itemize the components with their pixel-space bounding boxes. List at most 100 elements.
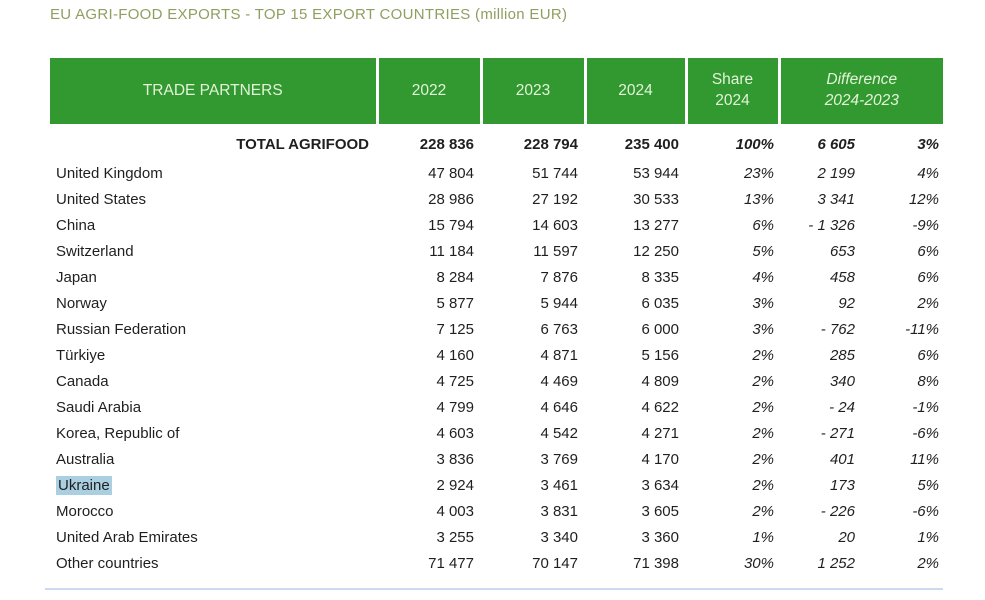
table-row: United Arab Emirates 3 255 3 340 3 360 1… [50,524,943,550]
diff-pct-cell: 6% [917,346,939,364]
value-2024-cell: 13 277 [633,216,679,234]
value-2023-cell: 3 831 [540,502,578,520]
diff-cell: 458 [829,268,855,286]
share-cell: 2% [752,476,774,494]
partner-cell: Morocco [56,502,114,520]
diff-cell: 401 [829,450,855,468]
value-2023-cell: 51 744 [532,164,578,182]
value-2024-cell: 4 170 [641,450,679,468]
share-cell: 3% [752,294,774,312]
diff-cell: 653 [829,242,855,260]
share-cell: 2% [752,346,774,364]
value-2022-cell: 71 477 [428,554,474,572]
diff-pct-cell: 8% [917,372,939,390]
partner-cell: Saudi Arabia [56,398,142,416]
value-2022-cell: 15 794 [428,216,474,234]
table-row: United States 28 986 27 192 30 533 13% 3… [50,186,943,212]
value-2022-cell: 3 836 [436,450,474,468]
diff-cell: - 226 [820,502,855,520]
table-row: Other countries 71 477 70 147 71 398 30%… [50,550,943,576]
diff-pct-cell: 1% [917,528,939,546]
share-cell: 2% [752,398,774,416]
table-row: Switzerland 11 184 11 597 12 250 5% 653 … [50,238,943,264]
diff-pct-cell: -6% [912,502,939,520]
value-2023-cell: 70 147 [532,554,578,572]
diff-cell: 20 [838,528,855,546]
value-2022-cell: 4 725 [436,372,474,390]
value-2023-cell: 3 769 [540,450,578,468]
diff-cell: 92 [838,294,855,312]
share-cell: 1% [752,528,774,546]
partner-cell: China [56,216,96,234]
share-cell: 5% [752,242,774,260]
value-2024-cell: 3 360 [641,528,679,546]
diff-cell: - 762 [820,320,855,338]
value-2023-cell: 7 876 [540,268,578,286]
partner-cell: Korea, Republic of [56,424,180,442]
value-2022-cell: 4 603 [436,424,474,442]
share-cell: 2% [752,424,774,442]
share-cell: 3% [752,320,774,338]
diff-pct-cell: 3% [917,135,939,153]
diff-pct-cell: 2% [917,554,939,572]
table-row: Korea, Republic of 4 603 4 542 4 271 2% … [50,420,943,446]
share-cell: 2% [752,450,774,468]
partner-cell: Other countries [56,554,159,572]
partner-cell: United States [56,190,147,208]
value-2024-cell: 4 271 [641,424,679,442]
diff-pct-cell: 12% [908,190,939,208]
diff-pct-cell: -11% [905,320,939,338]
table-row: Canada 4 725 4 469 4 809 2% 340 8% [50,368,943,394]
diff-cell: 3 341 [817,190,855,208]
share-cell: 100% [735,135,774,153]
value-2024-cell: 6 035 [641,294,679,312]
partner-cell: Australia [56,450,115,468]
diff-cell: 1 252 [817,554,855,572]
value-2024-cell: 12 250 [633,242,679,260]
value-2022-cell: 4 003 [436,502,474,520]
share-cell: 30% [743,554,774,572]
share-cell: 6% [752,216,774,234]
value-2024-cell: 8 335 [641,268,679,286]
diff-pct-cell: 5% [917,476,939,494]
value-2022-cell: 28 986 [428,190,474,208]
diff-pct-cell: -1% [912,398,939,416]
value-2022-cell: 2 924 [436,476,474,494]
partner-cell: Canada [56,372,109,390]
col-header-2022: 2022 [375,58,481,124]
partner-cell: Türkiye [56,346,106,364]
partner-cell: TOTAL AGRIFOOD [236,135,369,153]
difference-header-line2: 2024-2023 [824,92,899,109]
value-2024-cell: 53 944 [633,164,679,182]
value-2024-cell: 71 398 [633,554,679,572]
share-cell: 23% [743,164,774,182]
value-2023-cell: 3 461 [540,476,578,494]
table-row: United Kingdom 47 804 51 744 53 944 23% … [50,160,943,186]
value-2022-cell: 3 255 [436,528,474,546]
value-2022-cell: 11 184 [429,242,474,260]
value-2023-cell: 4 646 [540,398,578,416]
partner-cell: Ukraine [50,472,377,498]
table-row: Japan 8 284 7 876 8 335 4% 458 6% [50,264,943,290]
value-2022-cell: 4 799 [436,398,474,416]
diff-cell: 173 [829,476,855,494]
diff-pct-cell: 6% [917,242,939,260]
diff-pct-cell: 4% [917,164,939,182]
highlighted-text: Ukraine [56,475,112,495]
value-2023-cell: 27 192 [532,190,578,208]
share-header-line1: Share [711,71,754,89]
diff-cell: 285 [829,346,855,364]
table-row: Türkiye 4 160 4 871 5 156 2% 285 6% [50,342,943,368]
value-2024-cell: 4 622 [641,398,679,416]
value-2024-cell: 3 605 [641,502,679,520]
exports-table: TRADE PARTNERS 2022 2023 2024 Share 2024… [50,58,943,576]
diff-cell: 6 605 [817,135,855,153]
diff-pct-cell: -6% [912,424,939,442]
table-row-ukraine: Ukraine 2 924 3 461 3 634 2% 173 5% [50,472,943,498]
partner-cell: Russian Federation [56,320,187,338]
value-2023-cell: 14 603 [532,216,578,234]
value-2023-cell: 11 597 [533,242,578,260]
value-2023-cell: 3 340 [540,528,578,546]
partner-cell: Norway [56,294,107,312]
value-2024-cell: 30 533 [633,190,679,208]
